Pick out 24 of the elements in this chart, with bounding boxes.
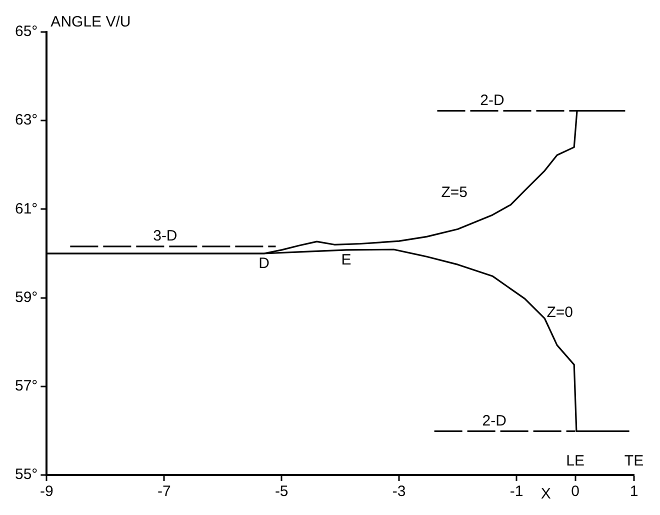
x-tick-label: 0	[571, 483, 580, 500]
y-tick-label: 61°	[14, 200, 38, 218]
series-label: 3-D	[153, 228, 178, 245]
series-label: Z=0	[546, 304, 574, 321]
annotation: TE	[624, 452, 644, 470]
series-label: 2-D	[480, 92, 504, 109]
x-tick-label: -5	[274, 483, 288, 500]
series-label: Z=5	[441, 184, 468, 202]
x-tick-label: -7	[157, 483, 171, 500]
x-axis-title: X	[540, 486, 551, 503]
annotation: LE	[566, 452, 584, 470]
annotation: E	[341, 252, 352, 269]
series-label: 2-D	[482, 412, 507, 430]
annotation: D	[258, 255, 270, 272]
x-tick-label: -9	[40, 483, 54, 500]
y-tick-label: 55°	[14, 466, 38, 484]
y-tick-label: 57°	[14, 378, 38, 395]
y-tick-label: 63°	[14, 112, 38, 129]
y-tick-label: 59°	[14, 288, 38, 306]
y-axis-title: ANGLE V/U	[50, 14, 131, 31]
y-tick-label: 65°	[14, 23, 38, 40]
x-tick-label: -3	[392, 483, 406, 500]
x-tick-label: 1	[630, 483, 638, 500]
x-tick-label: -1	[510, 483, 524, 500]
